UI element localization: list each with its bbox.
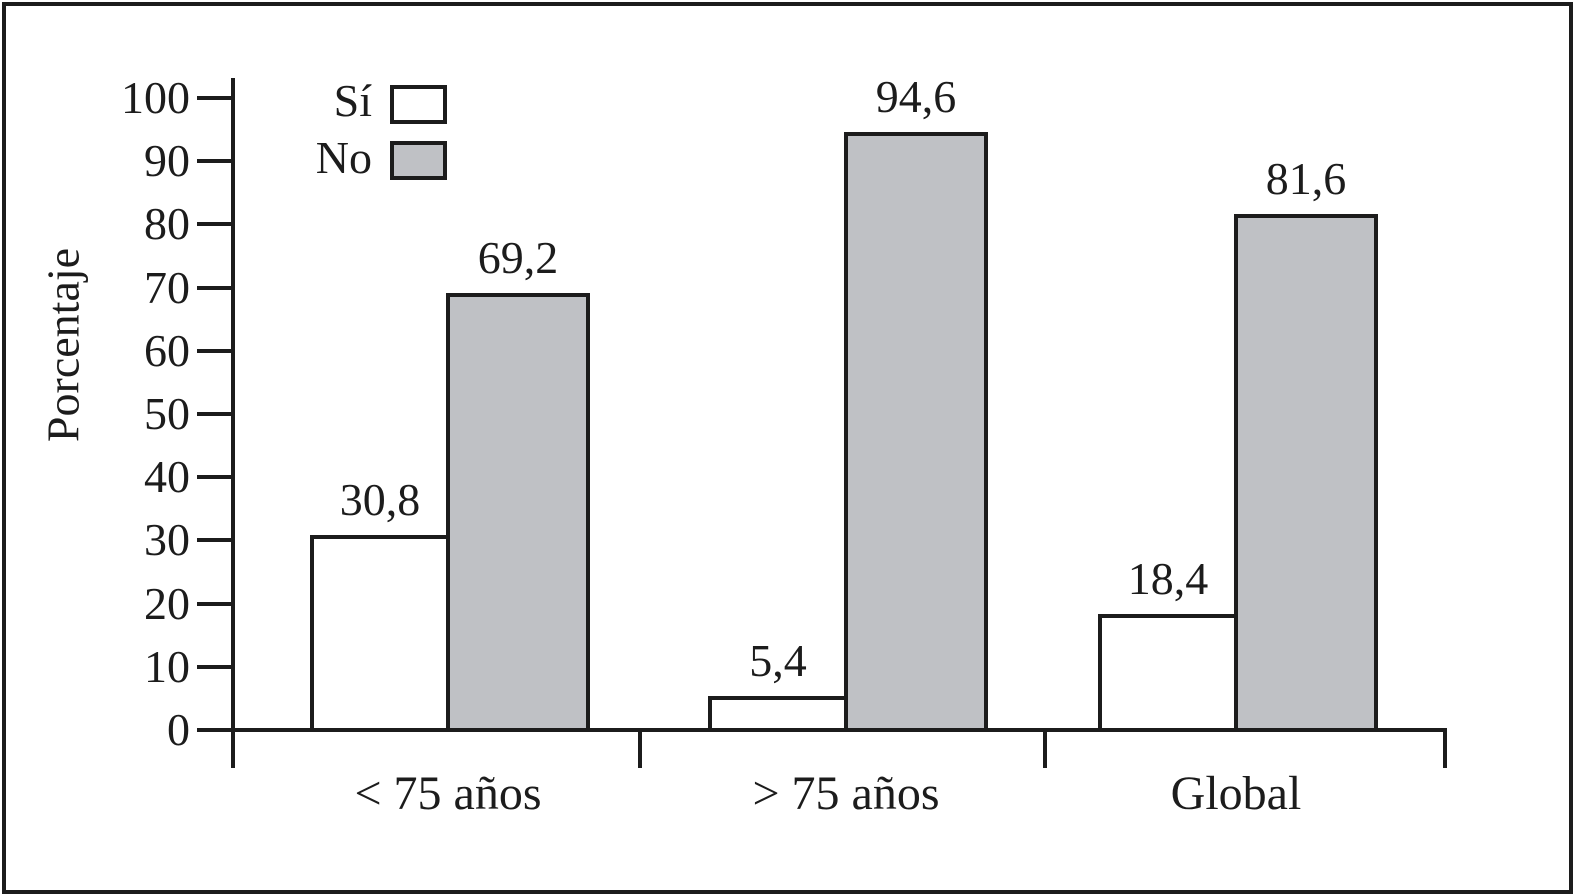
- bar-si: [708, 696, 848, 732]
- y-axis-tick: [197, 222, 233, 226]
- y-axis-tick: [197, 412, 233, 416]
- y-axis-tick: [197, 349, 233, 353]
- y-axis-tick-label: 0: [167, 704, 190, 755]
- y-axis-tick: [197, 665, 233, 669]
- bar-value-label: 69,2: [477, 232, 559, 283]
- bar-no: [446, 293, 590, 732]
- x-category-label: < 75 años: [354, 767, 542, 820]
- y-axis-tick-label: 80: [144, 198, 190, 249]
- y-axis-tick: [197, 159, 233, 163]
- legend-label-si: Sí: [333, 75, 372, 126]
- y-axis-tick-label: 30: [144, 514, 190, 565]
- bar-value-label: 18,4: [1127, 553, 1209, 604]
- y-axis-tick-label: 100: [121, 72, 190, 123]
- bar-value-label: 5,4: [749, 635, 807, 686]
- bar-value-label: 30,8: [339, 474, 421, 525]
- y-axis-tick: [197, 96, 233, 100]
- x-category-label: > 75 años: [752, 767, 940, 820]
- bar-value-label: 94,6: [875, 71, 957, 122]
- bar-si: [1098, 614, 1238, 732]
- x-axis-group-tick: [1043, 730, 1047, 768]
- x-axis-group-tick: [638, 730, 642, 768]
- x-category-label: Global: [1170, 767, 1302, 820]
- y-axis-tick: [197, 602, 233, 606]
- legend-swatch-no: [390, 141, 447, 180]
- y-axis-tick-label: 10: [144, 641, 190, 692]
- y-axis-tick-label: 90: [144, 135, 190, 186]
- y-axis-tick-label: 50: [144, 388, 190, 439]
- bar-value-label: 81,6: [1265, 153, 1347, 204]
- legend-swatch-si: [390, 85, 447, 124]
- x-axis-group-tick: [231, 730, 235, 768]
- y-axis-line: [231, 78, 235, 768]
- x-axis-group-tick: [1443, 730, 1447, 768]
- y-axis-tick-label: 60: [144, 325, 190, 376]
- y-axis-tick: [197, 286, 233, 290]
- y-axis-tick: [197, 538, 233, 542]
- y-axis-tick-label: 20: [144, 578, 190, 629]
- bar-no: [844, 132, 988, 732]
- y-axis-tick: [197, 475, 233, 479]
- y-axis-tick-label: 40: [144, 451, 190, 502]
- legend-label-no: No: [315, 132, 372, 183]
- bar-si: [310, 535, 450, 732]
- bar-no: [1234, 214, 1378, 732]
- y-axis-tick-label: 70: [144, 262, 190, 313]
